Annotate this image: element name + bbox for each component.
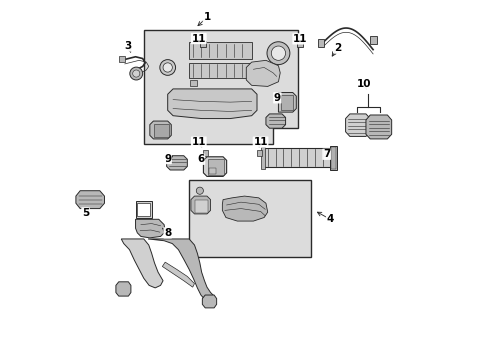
- Polygon shape: [190, 196, 210, 214]
- Bar: [119, 56, 124, 62]
- Bar: [297, 41, 303, 47]
- Text: 9: 9: [164, 154, 171, 163]
- Bar: [189, 63, 251, 78]
- Text: 4: 4: [326, 214, 333, 224]
- Bar: [195, 201, 207, 213]
- Text: 11: 11: [292, 34, 307, 44]
- Bar: [262, 148, 331, 167]
- Bar: [209, 168, 216, 174]
- Bar: [260, 147, 264, 169]
- Circle shape: [130, 67, 142, 80]
- Polygon shape: [148, 239, 215, 303]
- Polygon shape: [76, 191, 104, 208]
- Circle shape: [271, 46, 285, 60]
- Text: 7: 7: [322, 149, 330, 159]
- Polygon shape: [167, 89, 257, 118]
- Text: 11: 11: [191, 137, 205, 147]
- Circle shape: [163, 63, 172, 72]
- Circle shape: [132, 70, 140, 77]
- Text: 10: 10: [357, 79, 371, 89]
- Bar: [200, 41, 205, 47]
- Bar: [369, 36, 376, 44]
- Text: 5: 5: [82, 208, 89, 218]
- Bar: [137, 203, 149, 216]
- Bar: [330, 147, 335, 168]
- Circle shape: [160, 60, 175, 75]
- Text: 11: 11: [191, 33, 205, 44]
- Bar: [135, 202, 151, 217]
- Polygon shape: [202, 295, 216, 308]
- Polygon shape: [365, 115, 391, 139]
- Polygon shape: [246, 60, 280, 86]
- Bar: [154, 123, 168, 137]
- Circle shape: [196, 187, 203, 194]
- Text: 2: 2: [333, 43, 340, 53]
- Polygon shape: [135, 219, 165, 238]
- Polygon shape: [116, 282, 131, 296]
- Bar: [317, 39, 324, 47]
- Bar: [257, 150, 262, 156]
- Text: 11: 11: [253, 137, 267, 147]
- Polygon shape: [203, 157, 226, 176]
- Polygon shape: [278, 93, 296, 112]
- Bar: [329, 146, 337, 170]
- Text: 8: 8: [164, 228, 171, 238]
- Bar: [189, 42, 251, 59]
- Polygon shape: [149, 121, 171, 139]
- Polygon shape: [222, 196, 267, 221]
- Polygon shape: [265, 114, 285, 128]
- Polygon shape: [166, 156, 187, 170]
- Polygon shape: [144, 30, 298, 144]
- Bar: [207, 159, 224, 175]
- Bar: [189, 180, 310, 257]
- Text: 3: 3: [124, 41, 132, 51]
- Text: 1: 1: [203, 13, 210, 22]
- Circle shape: [266, 42, 289, 64]
- Polygon shape: [121, 239, 163, 288]
- Text: 9: 9: [273, 93, 280, 103]
- Polygon shape: [345, 114, 369, 136]
- Text: 6: 6: [197, 154, 204, 164]
- Bar: [203, 150, 208, 156]
- Bar: [281, 95, 293, 110]
- Polygon shape: [162, 262, 194, 287]
- Bar: [190, 80, 196, 86]
